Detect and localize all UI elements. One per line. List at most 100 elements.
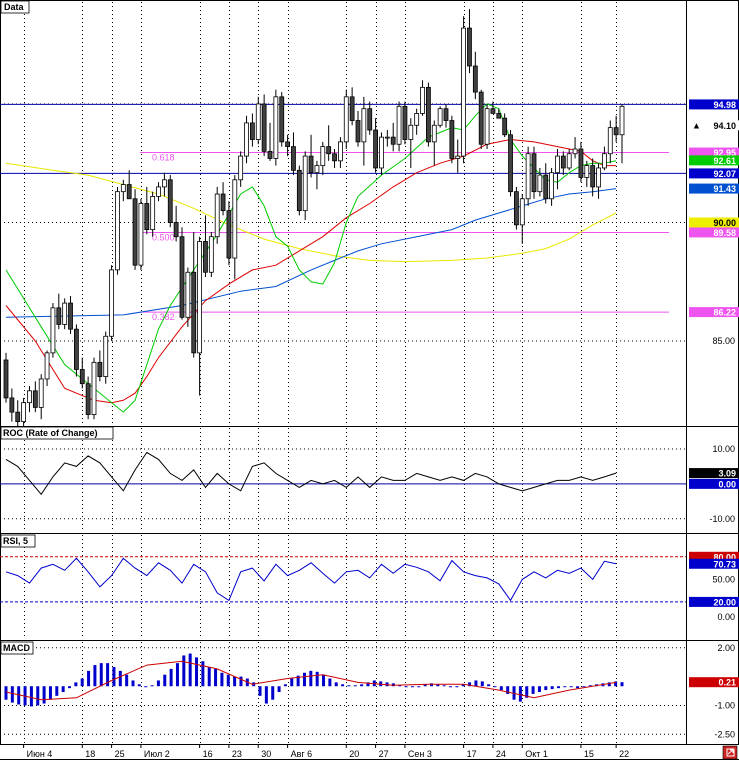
candle-body xyxy=(455,155,461,159)
candle xyxy=(590,158,596,197)
candle-body xyxy=(44,352,50,380)
x-tick-label: 20 xyxy=(349,749,359,759)
x-tick-label: Окт 1 xyxy=(525,749,548,759)
candle-body xyxy=(226,210,232,259)
candle-body xyxy=(138,203,144,266)
candle xyxy=(115,186,120,275)
candle xyxy=(543,163,549,204)
candle-body xyxy=(602,153,607,169)
candle xyxy=(173,205,179,242)
candle xyxy=(478,89,484,149)
candle xyxy=(220,182,226,216)
macd-bar xyxy=(4,686,8,700)
candle xyxy=(425,82,431,147)
macd-bar xyxy=(334,682,338,687)
macd-bar xyxy=(17,686,21,705)
candle-body xyxy=(197,241,203,354)
candle-body xyxy=(449,120,455,159)
candle-body xyxy=(120,184,126,193)
candle xyxy=(138,198,144,270)
panel-title-roc: ROC (Rate of Change) xyxy=(0,426,114,440)
candle xyxy=(144,186,150,235)
macd-bar xyxy=(277,686,281,692)
x-tick-label: Июл 2 xyxy=(144,749,170,759)
value-label-text: 91.43 xyxy=(713,184,736,194)
candle xyxy=(408,118,414,168)
candle xyxy=(185,267,191,327)
candle xyxy=(9,388,15,422)
candle-body xyxy=(408,124,414,140)
macd-bar xyxy=(480,681,484,687)
macd-bar xyxy=(499,686,503,691)
candle xyxy=(572,137,578,159)
macd-bar xyxy=(80,678,84,687)
macd-bar xyxy=(188,653,192,687)
value-label: 91.43 xyxy=(689,183,739,194)
macd-bar xyxy=(563,686,567,688)
value-label-text: 0.21 xyxy=(718,678,736,688)
macd-bar xyxy=(525,686,529,698)
value-label-text: 80.00 xyxy=(713,552,736,562)
candle xyxy=(467,9,472,74)
candle xyxy=(390,122,396,152)
candle xyxy=(197,236,203,396)
candle xyxy=(126,170,132,200)
roc-line xyxy=(5,451,617,496)
candle-body xyxy=(185,271,191,318)
macd-bar xyxy=(283,684,287,687)
candle-body xyxy=(273,96,279,159)
value-label: 92.95 xyxy=(689,147,739,158)
x-tick-label: 15 xyxy=(584,749,594,759)
macd-bar xyxy=(328,678,332,687)
candle xyxy=(302,151,308,221)
svg-text:Data: Data xyxy=(4,2,25,12)
value-label-bg xyxy=(689,558,739,569)
candle-body xyxy=(420,86,425,114)
candle xyxy=(373,118,379,173)
candle-body xyxy=(572,148,578,155)
x-tick-label: 23 xyxy=(232,749,242,759)
candle-body xyxy=(167,179,173,223)
macd-bar xyxy=(455,686,459,688)
value-label-bg xyxy=(689,155,739,166)
candle-body xyxy=(425,86,431,143)
candle xyxy=(566,148,572,171)
candle xyxy=(38,374,44,420)
macd-bar xyxy=(588,685,592,687)
candle-body xyxy=(249,122,255,140)
candle-body xyxy=(502,117,508,136)
candle xyxy=(203,215,208,278)
candle-body xyxy=(531,153,537,193)
macd-bar xyxy=(271,686,275,700)
x-tick-label: 25 xyxy=(115,749,125,759)
macd-tick-label: 2.00 xyxy=(717,643,735,653)
candle xyxy=(332,148,337,168)
macd-bar xyxy=(468,682,472,687)
roc-tick-label: -10.00 xyxy=(709,514,735,524)
macd-bar xyxy=(201,661,205,687)
x-tick-label: 30 xyxy=(261,749,271,759)
macd-bar xyxy=(322,674,326,687)
candle-body xyxy=(232,179,238,259)
candle xyxy=(613,115,619,142)
value-label-text: 92.61 xyxy=(713,156,736,166)
candle-body xyxy=(9,397,15,413)
rsi-indicator xyxy=(0,556,686,603)
candle xyxy=(449,115,455,164)
macd-bar xyxy=(61,686,65,692)
value-label: 0.00 xyxy=(689,478,739,489)
candle xyxy=(179,227,185,320)
candle xyxy=(62,298,68,330)
value-label: 89.58 xyxy=(689,227,739,238)
candle xyxy=(156,182,161,202)
macd-bar xyxy=(233,676,237,687)
candle xyxy=(420,80,425,116)
candle xyxy=(32,381,38,413)
value-label: 70.73 xyxy=(689,558,739,569)
macd-bar xyxy=(137,684,141,687)
candle xyxy=(261,94,267,157)
candle-body xyxy=(115,191,120,271)
scroll-right-button[interactable] xyxy=(722,745,738,760)
